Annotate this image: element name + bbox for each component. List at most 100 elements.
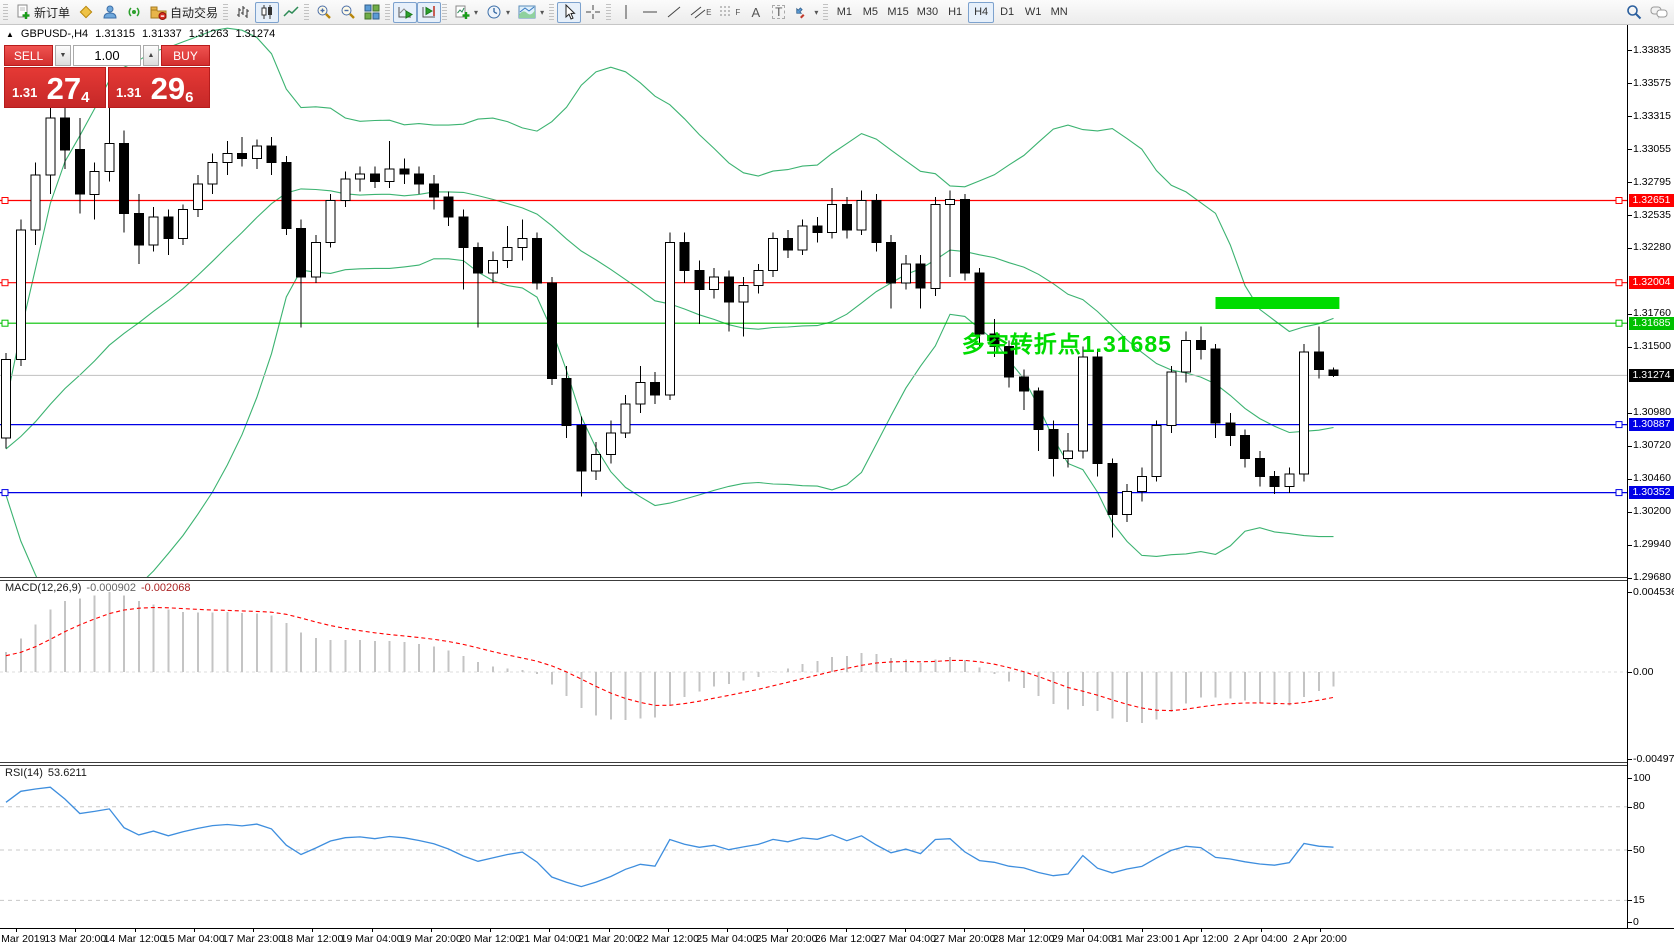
rsi-tick-label: 100 <box>1633 771 1651 784</box>
axis-tick <box>1628 592 1632 593</box>
axis-tick <box>1628 116 1632 118</box>
toolbar-separator <box>223 4 229 20</box>
price-tick-label: 1.31500 <box>1633 340 1671 353</box>
time-tick-label: 22 Mar 12:00 <box>637 933 699 945</box>
indicators-button[interactable]: ▾ <box>450 2 482 23</box>
line-chart-icon <box>283 6 299 17</box>
candlestick-icon <box>261 5 273 19</box>
macd-signal-value: -0.002068 <box>140 582 191 594</box>
channel-icon <box>690 6 706 19</box>
axis-tick <box>1628 478 1632 480</box>
time-tick-label: 14 Mar 12:00 <box>103 933 166 945</box>
line-chart-mode-button[interactable] <box>279 2 303 23</box>
crosshair-tool-button[interactable] <box>581 2 605 23</box>
channel-tool-button[interactable]: E <box>686 2 715 23</box>
sell-price-box[interactable]: 1.31 27 4 <box>4 67 106 108</box>
chart-shift-button[interactable] <box>417 1 442 23</box>
crosshair-icon <box>586 5 601 19</box>
buy-button[interactable]: BUY <box>161 45 210 66</box>
timeframe-m1-button[interactable]: M1 <box>836 6 852 18</box>
rsi-tick-label: 0 <box>1633 915 1639 928</box>
fibonacci-tool-button[interactable]: F <box>715 2 744 23</box>
axis-tick <box>193 929 195 932</box>
time-tick-label: 2 Apr 20:00 <box>1293 933 1347 945</box>
signals-button[interactable] <box>122 2 146 23</box>
search-button[interactable] <box>1622 2 1646 23</box>
axis-tick <box>1628 83 1632 85</box>
chart-shift-icon <box>422 6 436 18</box>
timeframe-m5-button[interactable]: M5 <box>862 6 878 18</box>
main-chart-canvas[interactable] <box>0 26 1627 578</box>
timeframe-m30-button[interactable]: M30 <box>916 6 939 18</box>
vertical-line-tool-button[interactable] <box>614 2 638 23</box>
hline-price-badge: 1.32004 <box>1629 276 1674 290</box>
symbol-status-line: ▲ GBPUSD-,H4 1.31315 1.31337 1.31263 1.3… <box>6 28 275 40</box>
zoom-out-button[interactable] <box>336 2 360 23</box>
volume-decrease-button[interactable]: ▼ <box>55 45 71 66</box>
chat-button[interactable] <box>1646 2 1672 23</box>
bar-chart-mode-button[interactable] <box>231 2 255 23</box>
buy-price-box[interactable]: 1.31 29 6 <box>108 67 210 108</box>
axis-tick <box>1628 511 1632 513</box>
timeframe-h1-button[interactable]: H1 <box>948 6 963 18</box>
timeframe-h4-button[interactable]: H4 <box>968 1 995 23</box>
buy-price-small: 1.31 <box>116 85 142 100</box>
tile-windows-button[interactable] <box>360 2 384 23</box>
timeframe-mn-button[interactable]: MN <box>1050 6 1068 18</box>
volume-input[interactable]: 1.00 <box>73 45 141 66</box>
axis-tick <box>1628 922 1632 923</box>
axis-tick <box>1201 929 1203 932</box>
price-axis[interactable]: 1.33835 1.33575 1.33315 1.33055 1.32795 1.325… <box>1627 25 1674 928</box>
axis-tick <box>1628 149 1632 151</box>
new-order-button[interactable]: 新订单 <box>11 2 74 23</box>
templates-button[interactable]: ▾ <box>514 2 548 23</box>
macd-pane-canvas[interactable] <box>0 581 1627 762</box>
close-value: 1.31274 <box>235 28 276 40</box>
channel-letter: E <box>706 7 712 17</box>
volume-increase-button[interactable]: ▲ <box>143 45 159 66</box>
price-tick-label: 1.31760 <box>1633 307 1671 320</box>
axis-tick <box>253 929 255 932</box>
arrows-tool-button[interactable]: ▾ <box>790 2 822 23</box>
zoom-in-button[interactable] <box>312 2 336 23</box>
pane-separator[interactable] <box>0 577 1674 581</box>
timeframe-m15-button[interactable]: M15 <box>887 6 909 18</box>
autotrading-button[interactable]: 自动交易 <box>146 2 222 23</box>
axis-tick <box>1628 445 1632 447</box>
collapse-arrow-icon[interactable]: ▲ <box>6 29 14 39</box>
time-tick-label: 28 Mar 12:00 <box>992 933 1055 945</box>
pivot-annotation-text[interactable]: 多空转折点1.31685 <box>961 330 1172 357</box>
sell-price-big: 27 <box>46 71 82 106</box>
horizontal-line-tool-button[interactable] <box>638 2 662 23</box>
price-tick-label: 1.30460 <box>1633 472 1671 485</box>
toolbar-handle[interactable] <box>3 4 8 20</box>
timeframe-d1-button[interactable]: D1 <box>1000 6 1015 18</box>
rsi-pane-canvas[interactable] <box>0 766 1627 928</box>
dropdown-caret-icon: ▾ <box>474 7 479 17</box>
sell-button[interactable]: SELL <box>4 45 53 66</box>
ohlc-bars-icon <box>237 6 250 18</box>
timeframe-w1-button[interactable]: W1 <box>1024 6 1042 18</box>
signal-icon <box>128 7 140 17</box>
price-tick-label: 1.32795 <box>1633 175 1671 188</box>
cursor-tool-button[interactable] <box>557 1 582 23</box>
auto-scroll-button[interactable] <box>393 1 418 23</box>
navigator-button[interactable] <box>98 2 122 23</box>
text-tool-button[interactable]: A <box>744 2 767 23</box>
zoom-in-icon <box>317 5 331 19</box>
axis-tick <box>1628 850 1632 851</box>
candlestick-mode-button[interactable] <box>255 1 280 23</box>
price-tick-label: 1.30980 <box>1633 406 1671 419</box>
axis-tick <box>1628 759 1632 760</box>
price-tick-label: 1.29680 <box>1633 571 1671 584</box>
profiles-button[interactable] <box>74 2 98 23</box>
periods-button[interactable]: ▾ <box>482 2 514 23</box>
time-tick-label: 27 Mar 20:00 <box>933 933 996 945</box>
pane-separator[interactable] <box>0 762 1674 766</box>
trendline-tool-button[interactable] <box>662 2 686 23</box>
rsi-tick-label: 15 <box>1633 893 1645 906</box>
hline-price-badge: 1.31685 <box>1629 316 1674 330</box>
price-tick-label: 1.33575 <box>1633 76 1671 89</box>
text-label-tool-button[interactable]: T <box>767 2 790 23</box>
